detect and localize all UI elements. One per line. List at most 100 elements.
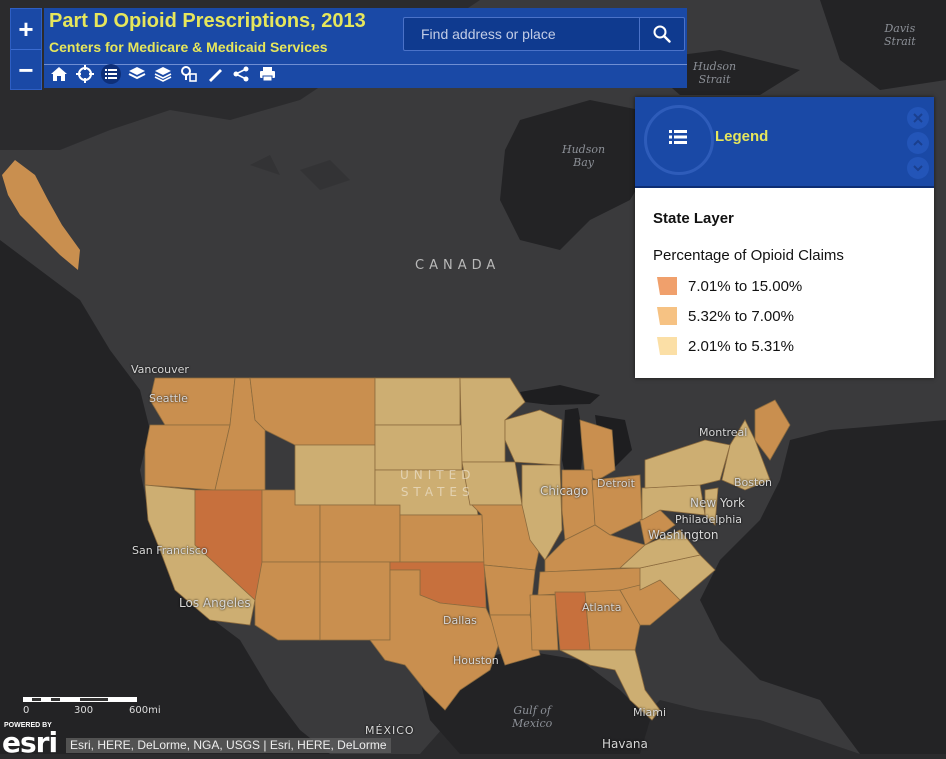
state-maine — [754, 399, 791, 461]
zoom-in-button[interactable]: + — [18, 14, 34, 44]
lake-michigan — [562, 408, 584, 490]
city-label-havana: Havana — [602, 737, 648, 751]
bookmarks-button[interactable] — [176, 63, 202, 85]
city-label-miami: Miami — [633, 706, 667, 719]
state-south-dakota — [374, 424, 463, 471]
search-input[interactable] — [404, 18, 656, 50]
water-label-line: Mexico — [512, 717, 553, 730]
city-label-boston: Boston — [734, 476, 773, 489]
water-label-hudson-strait: Hudson Strait — [693, 60, 736, 86]
water-label-hudson-bay: Hudson Bay — [562, 143, 605, 169]
locate-button[interactable] — [72, 63, 98, 85]
water-label-line: Bay — [573, 156, 594, 169]
legend-collapse-button[interactable] — [907, 132, 929, 154]
scale-bar-graphic — [23, 697, 137, 702]
state-wyoming — [294, 444, 376, 506]
city-label-dallas: Dallas — [443, 614, 477, 627]
legend-list-icon — [105, 69, 117, 79]
app-subtitle: Centers for Medicare & Medicaid Services — [49, 39, 328, 55]
city-label-vancouver: Vancouver — [131, 363, 189, 376]
city-label-seattle: Seattle — [149, 392, 188, 405]
legend-class-label: 2.01% to 5.31% — [688, 337, 794, 355]
legend-title: Legend — [715, 128, 769, 145]
layers-button[interactable] — [124, 63, 150, 85]
state-georgia — [584, 589, 641, 651]
water-label-gulf-of-mexico: Gulf of Mexico — [512, 704, 552, 730]
city-label-san-francisco: San Francisco — [132, 544, 208, 557]
legend-class-row: 2.01% to 5.31% — [653, 331, 924, 361]
measure-icon — [209, 69, 222, 82]
legend-button[interactable] — [98, 63, 124, 85]
legend-class-label: 7.01% to 15.00% — [688, 277, 803, 295]
legend-field-name: Percentage of Opioid Claims — [653, 247, 844, 264]
country-label-states: STATES — [400, 485, 475, 499]
legend-panel: Legend State Layer Percentage of Opioid … — [635, 97, 934, 378]
state-ohio — [591, 474, 643, 536]
state-virginia — [618, 529, 701, 569]
locate-icon — [76, 65, 94, 83]
water-label-line: Hudson — [562, 143, 606, 156]
water-label-davis-strait: Davis Strait — [884, 22, 916, 48]
print-icon — [259, 67, 275, 82]
water-label-line: Gulf of — [513, 704, 551, 717]
legend-close-button[interactable] — [907, 107, 929, 129]
legend-layer-name: State Layer — [653, 210, 734, 227]
state-wisconsin — [504, 409, 563, 466]
state-arizona — [254, 561, 321, 641]
us-states — [144, 377, 791, 721]
state-colorado — [319, 504, 401, 563]
share-icon — [233, 66, 249, 82]
basemap-button[interactable] — [150, 63, 176, 85]
map-attribution[interactable]: Esri, HERE, DeLorme, NGA, USGS | Esri, H… — [66, 738, 391, 753]
search-button[interactable] — [639, 18, 684, 50]
city-label-philadelphia: Philadelphia — [675, 513, 743, 526]
city-label-houston: Houston — [453, 654, 499, 667]
chevron-up-icon — [913, 139, 923, 146]
print-button[interactable] — [254, 63, 280, 85]
toolbar — [46, 63, 280, 85]
search-box — [403, 17, 685, 51]
baffin-water — [820, 0, 946, 90]
water-label-line: Davis — [884, 22, 916, 35]
state-new-england — [721, 419, 771, 491]
header-divider — [44, 64, 687, 65]
legend-header: Legend — [635, 97, 934, 188]
city-label-atlanta: Atlanta — [582, 601, 622, 614]
city-label-detroit: Detroit — [597, 477, 635, 490]
state-florida — [559, 649, 661, 721]
state-oregon — [144, 424, 231, 491]
pacific-ocean — [0, 240, 330, 754]
scale-label-zero: 0 — [23, 705, 30, 716]
measure-button[interactable] — [202, 63, 228, 85]
lake-superior — [520, 385, 600, 405]
legend-class-label: 5.32% to 7.00% — [688, 307, 794, 325]
country-label-united: UNITED — [400, 468, 476, 482]
zoom-out-button[interactable]: − — [11, 49, 41, 90]
city-label-new-york: New York — [690, 496, 745, 510]
city-label-washington: Washington — [648, 528, 719, 542]
state-north-dakota — [374, 377, 461, 426]
atlantic-ocean — [700, 420, 946, 754]
legend-swatch — [657, 337, 677, 355]
state-louisiana — [489, 614, 541, 666]
close-icon — [913, 113, 923, 123]
chevron-down-icon — [913, 165, 923, 172]
legend-body: State Layer Percentage of Opioid Claims … — [653, 210, 924, 361]
water-label-line: Strait — [698, 73, 731, 86]
zoom-control: + − — [10, 8, 42, 90]
app-title: Part D Opioid Prescriptions, 2013 — [49, 10, 366, 32]
layers-icon — [128, 67, 146, 80]
legend-class-list: 7.01% to 15.00% 5.32% to 7.00% 2.01% to 5.… — [653, 271, 924, 361]
legend-badge — [644, 105, 714, 175]
home-button[interactable] — [46, 63, 72, 85]
state-new-jersey — [704, 487, 719, 526]
share-button[interactable] — [228, 63, 254, 85]
country-label-united-states: UNITED STATES — [400, 467, 475, 501]
legend-expand-button[interactable] — [907, 157, 929, 179]
water-label-line: Strait — [884, 35, 916, 48]
state-arkansas — [483, 564, 536, 616]
state-texas — [369, 569, 501, 711]
legend-swatch — [657, 307, 677, 325]
powered-by-label: POWERED BY — [4, 722, 52, 729]
country-label-mexico: MÉXICO — [365, 724, 415, 737]
